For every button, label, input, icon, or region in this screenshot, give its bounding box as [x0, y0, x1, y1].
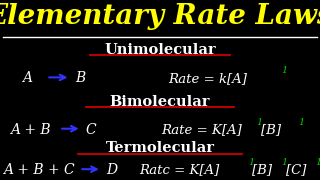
- Text: B: B: [75, 71, 85, 85]
- Text: Elementary Rate Laws: Elementary Rate Laws: [0, 3, 320, 30]
- Text: Bimolecular: Bimolecular: [110, 95, 210, 109]
- Text: 1: 1: [299, 118, 305, 127]
- Text: 1: 1: [248, 158, 254, 167]
- Text: Termolecular: Termolecular: [106, 141, 214, 156]
- Text: A + B + C: A + B + C: [3, 163, 75, 177]
- Text: Ratc = K[A]: Ratc = K[A]: [139, 164, 220, 177]
- Text: Rate = K[A]: Rate = K[A]: [162, 123, 242, 136]
- Text: Rate = k[A]: Rate = k[A]: [168, 72, 247, 85]
- Text: Unimolecular: Unimolecular: [104, 42, 216, 57]
- Text: [C]: [C]: [286, 164, 306, 177]
- Text: 1: 1: [256, 118, 262, 127]
- Text: C: C: [86, 123, 96, 137]
- Text: A: A: [22, 71, 32, 85]
- Text: D: D: [106, 163, 117, 177]
- Text: A + B: A + B: [10, 123, 50, 137]
- Text: 1: 1: [315, 158, 320, 167]
- Text: 1: 1: [282, 158, 288, 167]
- Text: [B]: [B]: [252, 164, 272, 177]
- Text: 1: 1: [281, 66, 287, 75]
- Text: [B]: [B]: [261, 123, 281, 136]
